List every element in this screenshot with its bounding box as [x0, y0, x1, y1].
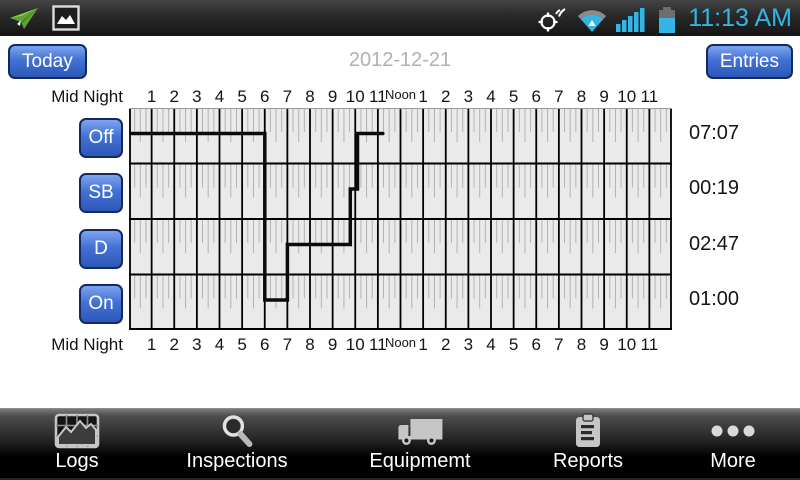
more-dots-icon — [711, 425, 755, 437]
time-axis-bottom: Mid Night 1 2 3 4 5 6 7 8 9 10 11 Noon 1 2 3 4 5 6 7 8 9 10 11 — [51, 334, 672, 356]
nav-label-more: More — [710, 450, 756, 472]
axis-hour-label: 5 — [508, 87, 519, 106]
axis-hour-label: 6 — [260, 87, 270, 106]
nav-tab-reports[interactable]: Reports — [553, 413, 623, 472]
axis-hour-label: 11 — [640, 335, 659, 354]
axis-hour-label: 6 — [260, 335, 270, 354]
axis-hour-label: 8 — [576, 87, 587, 106]
axis-hour-label: 2 — [441, 335, 451, 354]
truck-icon — [398, 419, 442, 445]
axis-hour-label: 8 — [576, 335, 587, 354]
axis-hour-label: 10 — [345, 87, 365, 106]
nav-tab-equipment[interactable]: Equipmemt — [369, 413, 471, 472]
nav-label-inspections: Inspections — [186, 450, 288, 472]
axis-hour-label: 3 — [463, 335, 474, 354]
axis-hour-label: 9 — [599, 87, 609, 106]
status-clock: 11:13 AM — [688, 4, 792, 32]
axis-hour-label: 2 — [441, 87, 451, 106]
duty-total-sb: 00:19 — [689, 177, 740, 200]
nav-tab-logs[interactable]: Logs — [53, 413, 101, 472]
duty-status-button-sb[interactable]: SB — [79, 173, 123, 214]
axis-hour-label: 3 — [192, 87, 202, 106]
axis-hour-label: 6 — [531, 87, 541, 106]
duty-total-on: 01:00 — [689, 288, 740, 311]
axis-hour-label: 4 — [486, 87, 496, 106]
axis-hour-label: Mid Night — [51, 335, 123, 354]
axis-hour-label: 4 — [214, 335, 225, 354]
bottom-nav-bar: Logs Inspections Equipmemt — [0, 408, 800, 480]
axis-hour-label: 1 — [146, 335, 157, 354]
time-axis-top: Mid Night 1 2 3 4 5 6 7 8 9 10 11 Noon 1 2 3 4 5 6 7 8 9 10 11 — [51, 86, 672, 108]
axis-hour-label: Noon — [384, 335, 417, 350]
duty-grid-svg — [127, 108, 672, 330]
axis-hour-label: 5 — [237, 335, 247, 354]
gallery-icon — [52, 5, 80, 31]
axis-hour-label: 9 — [599, 335, 609, 354]
axis-hour-label: 1 — [418, 87, 428, 106]
nav-label-logs: Logs — [55, 450, 99, 472]
axis-hour-label: 11 — [369, 87, 387, 106]
duty-total-off: 07:07 — [689, 121, 740, 144]
axis-hour-label: 5 — [508, 335, 519, 354]
axis-hour-label: 6 — [531, 335, 541, 354]
axis-hour-label: 10 — [617, 335, 637, 354]
duty-status-button-off[interactable]: Off — [79, 117, 123, 158]
axis-hour-label: 4 — [214, 87, 225, 106]
axis-hour-label: 2 — [169, 87, 179, 106]
axis-hour-label: 7 — [282, 335, 293, 354]
axis-hour-label: 1 — [418, 335, 428, 354]
log-grid-chart — [127, 108, 672, 330]
axis-hour-label: 3 — [463, 87, 474, 106]
magnifier-icon — [222, 415, 252, 447]
duty-status-button-on[interactable]: On — [79, 284, 123, 325]
axis-hour-label: 10 — [617, 87, 637, 106]
axis-hour-label: 8 — [305, 335, 315, 354]
logs-chart-icon — [54, 413, 100, 449]
axis-hour-label: 9 — [327, 87, 338, 106]
clipboard-icon — [576, 413, 600, 447]
nav-label-equipment: Equipmemt — [369, 450, 471, 472]
axis-hour-label: Noon — [384, 87, 417, 102]
log-date: 2012-12-21 — [348, 49, 452, 71]
axis-hour-label: 1 — [146, 87, 157, 106]
axis-hour-label: 7 — [554, 87, 564, 106]
axis-hour-label: 10 — [345, 335, 365, 354]
axis-hour-label: 5 — [237, 87, 247, 106]
nav-label-reports: Reports — [552, 450, 624, 472]
axis-hour-label: 11 — [369, 335, 387, 354]
axis-hour-label: 2 — [169, 335, 179, 354]
axis-hour-label: 9 — [327, 335, 338, 354]
axis-hour-label: 8 — [305, 87, 315, 106]
duty-status-button-d[interactable]: D — [79, 228, 123, 269]
duty-total-d: 02:47 — [689, 232, 740, 255]
status-bar: 11:13 AM — [0, 0, 800, 36]
gps-icon — [538, 8, 566, 32]
entries-button[interactable]: Entries — [705, 44, 793, 79]
battery-icon — [659, 7, 676, 33]
axis-hour-label: 11 — [640, 87, 659, 106]
axis-hour-label: 3 — [192, 335, 202, 354]
axis-hour-label: 7 — [282, 87, 293, 106]
axis-hour-label: Mid Night — [51, 87, 123, 106]
wifi-icon — [578, 10, 607, 33]
send-notification-icon — [10, 8, 38, 29]
nav-tab-more[interactable]: More — [708, 413, 758, 472]
axis-hour-label: 7 — [554, 335, 564, 354]
signal-strength-icon — [616, 8, 645, 32]
nav-tab-inspections[interactable]: Inspections — [186, 413, 288, 472]
axis-hour-label: 4 — [486, 335, 496, 354]
today-button[interactable]: Today — [8, 44, 87, 79]
